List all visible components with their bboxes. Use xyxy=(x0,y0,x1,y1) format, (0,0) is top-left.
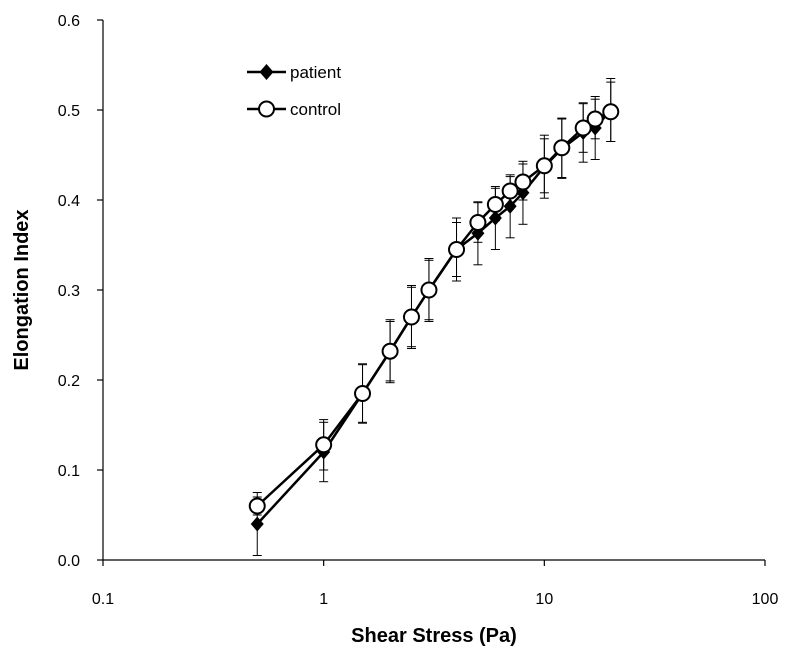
x-tick-label: 0.1 xyxy=(92,591,114,608)
data-point-control xyxy=(381,342,399,360)
data-point-control xyxy=(486,196,504,213)
x-axis-title: Shear Stress (Pa) xyxy=(351,625,517,647)
y-tick-label: 0.4 xyxy=(58,193,80,210)
y-tick-label: 0.6 xyxy=(58,13,80,30)
y-tick-label: 0.2 xyxy=(58,373,80,390)
y-ticks: 0.0 0.1 0.2 0.3 0.4 0.5 0.6 xyxy=(58,13,103,570)
data-point-patient xyxy=(250,516,264,532)
data-point-control xyxy=(420,281,438,299)
data-point-patient xyxy=(503,198,517,214)
legend-marker-patient xyxy=(259,64,274,80)
data-point-control xyxy=(469,214,487,231)
x-ticks: 0.1 1 10 100 xyxy=(92,560,779,608)
y-tick-label: 0.3 xyxy=(58,283,80,300)
data-point-control xyxy=(315,436,333,454)
data-point-control xyxy=(586,110,604,128)
legend-item-control: control xyxy=(247,100,341,119)
data-point-control xyxy=(501,182,519,200)
data-point-control xyxy=(448,241,466,258)
y-tick-label: 0.0 xyxy=(58,553,80,570)
data-point-control xyxy=(602,103,620,121)
data-point-control xyxy=(553,139,571,157)
series-layer xyxy=(248,78,620,556)
legend-label-patient: patient xyxy=(290,63,341,82)
x-tick-label: 100 xyxy=(752,591,779,608)
legend-label-control: control xyxy=(290,100,341,119)
x-tick-label: 10 xyxy=(535,591,553,608)
y-tick-label: 0.5 xyxy=(58,103,80,120)
series-line-patient xyxy=(256,109,612,525)
markers-control xyxy=(248,103,620,515)
data-point-control xyxy=(354,385,372,402)
x-tick-label: 1 xyxy=(319,591,328,608)
data-point-patient xyxy=(488,210,502,226)
y-tick-label: 0.1 xyxy=(58,463,80,480)
data-point-control xyxy=(514,173,532,191)
data-point-control xyxy=(248,497,266,515)
legend-item-patient: patient xyxy=(247,63,341,82)
y-axis-title: Elongation Index xyxy=(11,209,33,370)
data-point-control xyxy=(402,308,420,326)
data-point-control xyxy=(574,119,592,137)
legend-marker-control xyxy=(258,100,275,118)
data-point-control xyxy=(535,157,553,175)
series-line-control xyxy=(256,110,612,507)
legend: patient control xyxy=(247,63,341,119)
